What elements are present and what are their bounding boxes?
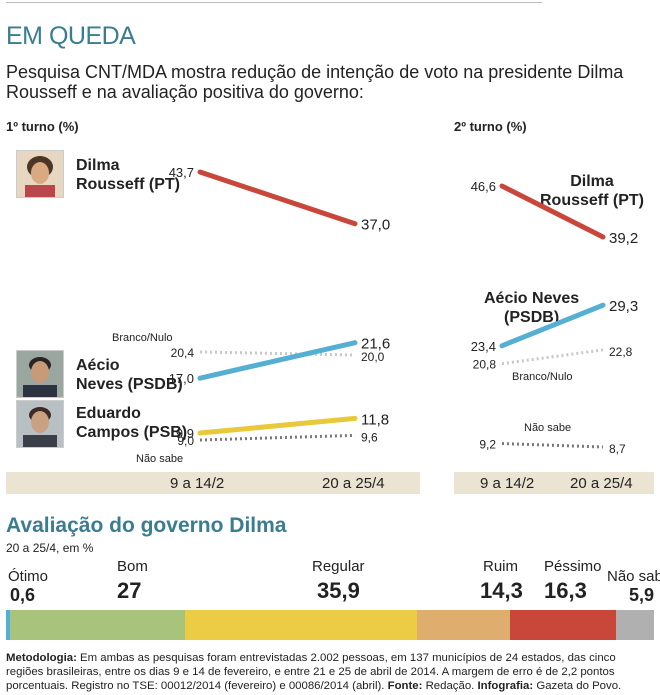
evaluation-title: Avaliação do governo Dilma xyxy=(6,514,287,537)
dilma-name-line2: Rousseff (PT) xyxy=(76,176,180,193)
evaluation-category-label-4: Péssimo xyxy=(544,558,602,575)
r1-line-dilma-rousseff-pt- xyxy=(197,169,358,227)
evaluation-subtitle: 20 a 25/4, em % xyxy=(6,541,94,555)
r1-label-end-4: 9,6 xyxy=(361,430,378,444)
r2-label-end-3: 8,7 xyxy=(609,442,626,456)
r2-line-branco-nulo xyxy=(501,348,604,366)
first-round-title: 1º turno (%) xyxy=(6,119,79,134)
r2-branco-nulo-label: Branco/Nulo xyxy=(512,371,573,383)
aecio-photo xyxy=(16,350,64,398)
aecio2-name-line2: (PSDB) xyxy=(504,309,560,326)
r1-label-end-2: 21,6 xyxy=(361,336,390,353)
r1-line-branco-nulo xyxy=(199,350,356,357)
r1-label-end-1: 20,0 xyxy=(361,350,385,364)
dilma-portrait-icon xyxy=(17,151,63,197)
evaluation-stacked-bar xyxy=(6,610,654,640)
r1-label-start-3: 9,9 xyxy=(176,426,194,441)
aecio-name-line1: Aécio xyxy=(76,357,120,374)
r1-line-eduardo-campos-psb- xyxy=(197,415,358,436)
footnote-infografia-label: Infografia: xyxy=(477,680,534,692)
r1-label-end-0: 37,0 xyxy=(361,217,390,234)
r2-nao-sabe-label: Não sabe xyxy=(524,422,571,434)
evaluation-segment-5 xyxy=(615,610,654,640)
subtitle: Pesquisa CNT/MDA mostra redução de inten… xyxy=(6,62,624,102)
eduardo-name: Eduardo Campos (PSB) xyxy=(76,404,187,442)
footnote-infografia-text: Gazeta do Povo. xyxy=(533,680,622,692)
second-round-axis-band xyxy=(454,472,654,494)
evaluation-segment-2 xyxy=(184,610,418,640)
r2-label-end-1: 29,3 xyxy=(609,298,638,315)
evaluation-segment-1 xyxy=(9,610,185,640)
dilma2-name-line2: Rousseff (PT) xyxy=(540,192,644,209)
second-round-x-tick-2: 20 a 25/4 xyxy=(570,475,633,492)
r2-label-start-0: 46,6 xyxy=(471,179,496,194)
evaluation-category-label-2: Regular xyxy=(312,558,365,575)
evaluation-category-label-0: Ótimo xyxy=(8,568,49,585)
dilma2-name-line1: Dilma xyxy=(570,173,614,190)
dilma-photo xyxy=(16,150,64,198)
evaluation-category-label-3: Ruim xyxy=(483,558,519,575)
eduardo-portrait-icon xyxy=(17,401,63,447)
dilma-name-line1: Dilma xyxy=(76,157,120,174)
footnote-metodologia-label: Metodologia: xyxy=(6,652,77,664)
r2-label-start-3: 9,2 xyxy=(479,438,496,452)
r2-line-a-cio-neves-psdb- xyxy=(499,302,606,349)
evaluation-category-label-1: Bom xyxy=(117,558,148,575)
r2-line-dilma-rousseff-pt- xyxy=(499,183,606,240)
r1-label-start-4: 9,0 xyxy=(177,434,194,448)
r1-branco-nulo-label: Branco/Nulo xyxy=(112,332,173,344)
evaluation-value-label-3: 14,3 xyxy=(480,578,523,603)
kicker-title: EM QUEDA xyxy=(6,22,136,50)
dilma-name-2: Dilma Rousseff (PT) xyxy=(540,172,644,210)
r1-label-start-1: 20,4 xyxy=(171,346,195,360)
r1-label-end-3: 11,8 xyxy=(361,411,389,428)
aecio2-name-line1: Aécio Neves xyxy=(484,290,580,307)
footnote-fonte-label: Fonte: xyxy=(387,680,423,692)
evaluation-value-label-1: 27 xyxy=(117,578,142,603)
top-rule xyxy=(6,2,542,3)
first-round-x-tick-1: 9 a 14/2 xyxy=(170,475,225,492)
second-round-x-tick-1: 9 a 14/2 xyxy=(480,475,535,492)
aecio-name-2: Aécio Neves (PSDB) xyxy=(484,289,579,327)
eduardo-name-line2: Campos (PSB) xyxy=(76,424,188,441)
eduardo-name-line1: Eduardo xyxy=(76,405,141,422)
r1-nao-sabe-label: Não sabe xyxy=(136,453,183,465)
first-round-chart: 43,7 37,0 20,4 20,0 17,0 21,6 9,9 11,8 9,0 9,6 46,… xyxy=(112,165,638,465)
r2-line-n-o-sabe xyxy=(501,442,604,449)
r1-line-a-cio-neves-psdb- xyxy=(197,340,358,381)
evaluation-value-label-4: 16,3 xyxy=(544,578,587,603)
evaluation-value-label-0: 0,6 xyxy=(10,585,36,605)
r1-line-n-o-sabe xyxy=(199,433,356,442)
aecio-name-line2: Neves (PSDB) xyxy=(76,376,183,393)
r2-label-end-0: 39,2 xyxy=(609,230,638,247)
first-round-axis-band xyxy=(6,472,420,494)
footnote-metodologia-text: Em ambas as pesquisas foram entrevistada… xyxy=(6,652,616,692)
r1-label-start-2: 17,0 xyxy=(169,371,194,386)
evaluation-value-label-5: 5,9 xyxy=(629,585,655,605)
second-round-title: 2º turno (%) xyxy=(454,119,527,134)
aecio-name-1: Aécio Neves (PSDB) xyxy=(76,356,183,394)
r1-label-start-0: 43,7 xyxy=(169,165,194,180)
aecio-portrait-icon xyxy=(17,351,63,397)
dilma-name-1: Dilma Rousseff (PT) xyxy=(76,156,180,194)
evaluation-value-label-2: 35,9 xyxy=(317,578,360,603)
eduardo-photo xyxy=(16,400,64,448)
r2-label-start-1: 23,4 xyxy=(471,339,496,354)
footnote: Metodologia: Em ambas as pesquisas foram… xyxy=(6,651,656,693)
r2-label-end-2: 22,8 xyxy=(609,345,633,359)
evaluation-segment-3 xyxy=(417,610,511,640)
evaluation-category-label-5: Não sabe xyxy=(607,568,660,585)
r2-label-start-2: 20,8 xyxy=(473,358,497,372)
evaluation-segment-0 xyxy=(6,610,10,640)
footnote-fonte-text: Redação. xyxy=(422,680,478,692)
first-round-x-tick-2: 20 a 25/4 xyxy=(322,475,385,492)
evaluation-segment-4 xyxy=(510,610,616,640)
